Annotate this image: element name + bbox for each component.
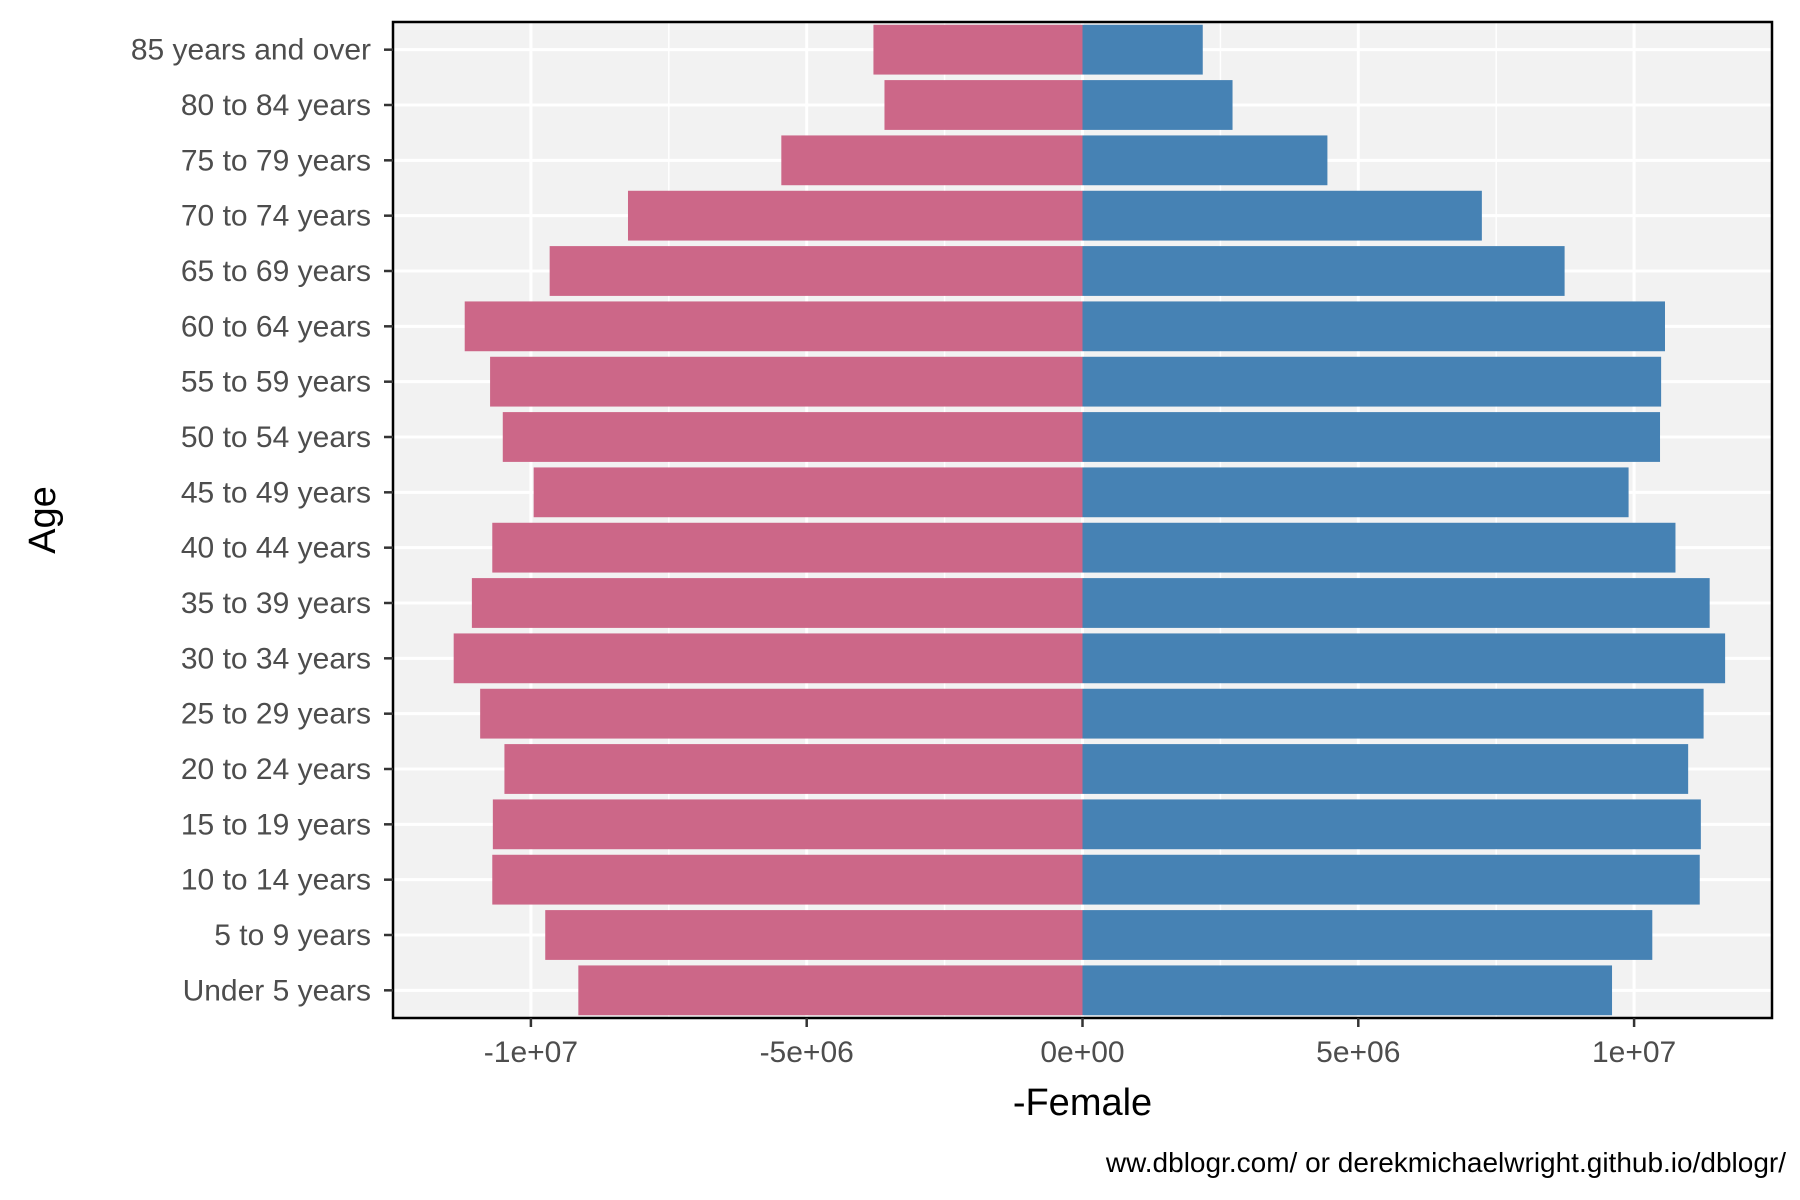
bar	[1082, 301, 1665, 352]
bar	[1082, 190, 1482, 241]
y-tick-label: 45 to 49 years	[181, 476, 371, 509]
bar	[502, 412, 1083, 462]
bar	[1082, 246, 1565, 296]
bar	[1082, 744, 1689, 794]
y-tick-label: 65 to 69 years	[181, 255, 371, 288]
bar	[781, 135, 1083, 186]
y-tick-label: 15 to 19 years	[181, 808, 371, 841]
bar	[1082, 965, 1613, 1016]
bar	[1082, 522, 1676, 573]
y-tick-label: 5 to 9 years	[214, 919, 371, 952]
bar	[453, 633, 1083, 684]
y-tick-label: 30 to 34 years	[181, 642, 371, 675]
bar	[480, 688, 1083, 739]
bar	[492, 854, 1083, 905]
bar	[1082, 688, 1704, 739]
y-tick-label: 50 to 54 years	[181, 421, 371, 454]
chart-caption: ww.dblogr.com/ or derekmichaelwright.git…	[1105, 1147, 1786, 1178]
y-tick-label: 75 to 79 years	[181, 144, 371, 177]
bar	[1082, 854, 1700, 905]
y-tick-label: 10 to 14 years	[181, 864, 371, 897]
bars	[453, 24, 1726, 1016]
bar	[492, 522, 1083, 573]
bar	[1082, 135, 1328, 186]
bar	[533, 467, 1083, 518]
y-tick-label: 35 to 39 years	[181, 587, 371, 620]
x-tick-label: 0e+00	[1040, 1036, 1124, 1069]
bar	[1082, 799, 1701, 850]
bar	[1082, 412, 1661, 462]
bar	[471, 578, 1083, 628]
x-tick-label: 1e+07	[1592, 1036, 1676, 1069]
bar	[578, 965, 1083, 1016]
bar	[1082, 633, 1726, 684]
y-axis: Under 5 years 5 to 9 years 10 to 14 years 1…	[131, 34, 393, 1007]
y-tick-label: 40 to 44 years	[181, 532, 371, 565]
bar	[504, 744, 1083, 794]
bar	[492, 799, 1083, 850]
bar	[1082, 80, 1233, 130]
x-axis-title: -Female	[1013, 1082, 1152, 1124]
bar	[627, 190, 1083, 241]
x-axis: -1e+07 -5e+06 0e+00 5e+06 1e+07	[484, 1018, 1676, 1069]
y-tick-label: 25 to 29 years	[181, 698, 371, 731]
y-tick-label: 20 to 24 years	[181, 753, 371, 786]
x-tick-label: -1e+07	[484, 1036, 578, 1069]
bar	[1082, 578, 1710, 628]
x-tick-label: -5e+06	[760, 1036, 854, 1069]
y-tick-label: 80 to 84 years	[181, 89, 371, 122]
bar	[549, 246, 1083, 296]
y-tick-label: Under 5 years	[183, 974, 371, 1007]
y-tick-label: 70 to 74 years	[181, 200, 371, 233]
bar	[1082, 356, 1662, 407]
x-tick-label: 5e+06	[1316, 1036, 1400, 1069]
bar	[1082, 24, 1203, 75]
y-tick-label: 55 to 59 years	[181, 366, 371, 399]
y-tick-label: 60 to 64 years	[181, 310, 371, 343]
y-axis-title: Age	[22, 486, 64, 554]
y-tick-label: 85 years and over	[131, 34, 371, 67]
bar	[464, 301, 1083, 352]
bar	[1082, 467, 1629, 518]
bar	[545, 910, 1083, 960]
bar	[1082, 910, 1653, 960]
bar	[884, 80, 1083, 130]
bar	[490, 356, 1083, 407]
bar	[873, 24, 1083, 75]
